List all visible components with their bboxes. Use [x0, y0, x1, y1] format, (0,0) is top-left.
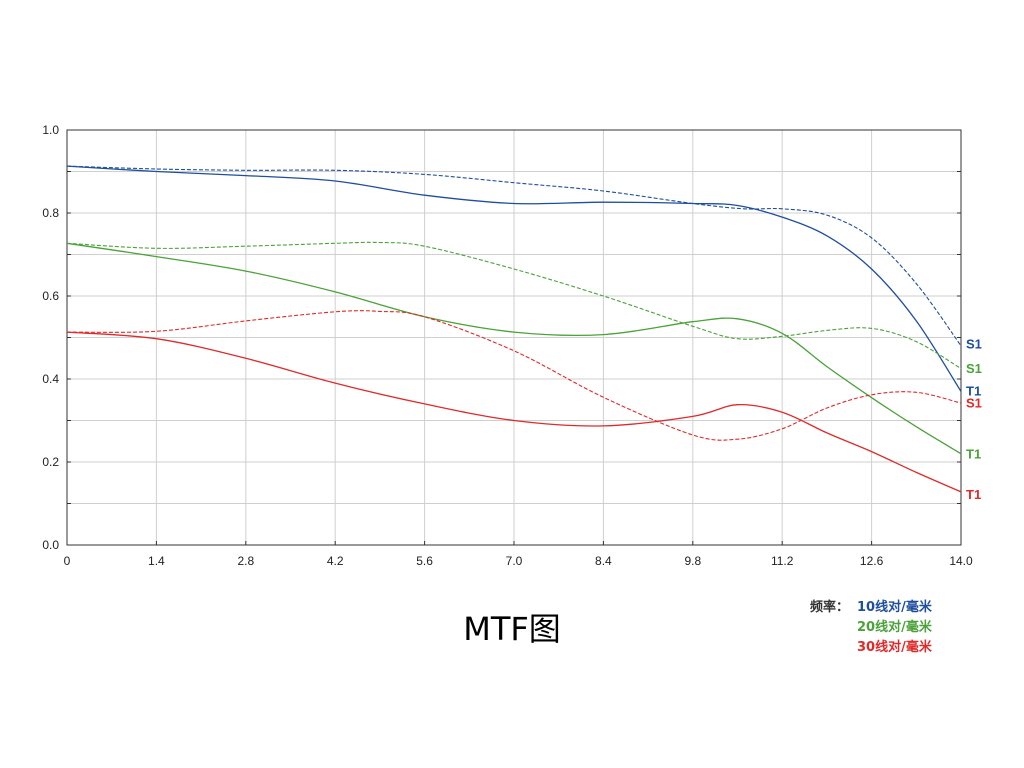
y-tick-label: 0.0 — [42, 538, 59, 552]
x-tick-label: 2.8 — [237, 554, 254, 568]
curve-end-label: T1 — [966, 384, 981, 399]
legend-item-30lp: 30线对/毫米 — [857, 640, 932, 655]
series-lines — [66, 165, 962, 493]
legend-title: 频率： — [810, 600, 850, 615]
legend-item-20lp: 20线对/毫米 — [857, 620, 932, 635]
series-line-s1-dashed — [66, 310, 962, 441]
y-tick-label: 0.6 — [42, 289, 59, 303]
y-tick-label: 1.0 — [42, 123, 59, 137]
series-line-t1-solid — [66, 165, 962, 392]
series-line-t1-solid — [66, 242, 962, 455]
chart-title: MTF图 — [463, 610, 561, 648]
y-tick-label: 0.8 — [42, 206, 59, 220]
y-tick-label: 0.2 — [42, 455, 59, 469]
x-tick-label: 11.2 — [771, 554, 794, 568]
x-tick-label: 7.0 — [506, 554, 523, 568]
x-tick-label: 5.6 — [416, 554, 433, 568]
axis-labels: 0 1.4 2.8 4.2 5.6 7.0 8.4 9.8 11.2 12.6 14.0 0.0 0.2… — [42, 123, 973, 568]
x-tick-label: 4.2 — [327, 554, 344, 568]
x-tick-label: 1.4 — [148, 554, 165, 568]
series-line-s1-dashed — [66, 241, 962, 370]
grid — [66, 129, 962, 546]
x-tick-label: 12.6 — [860, 554, 884, 568]
x-tick-label: 14.0 — [949, 554, 973, 568]
curve-end-label: T1 — [966, 447, 981, 462]
series-line-t1-solid — [66, 331, 962, 493]
curve-end-label: S1 — [966, 396, 982, 411]
x-tick-label: 8.4 — [595, 554, 612, 568]
curve-end-label: S1 — [966, 361, 982, 376]
series-line-s1-dashed — [66, 165, 962, 347]
axis-ticks — [66, 129, 962, 546]
legend-item-10lp: 10线对/毫米 — [857, 600, 932, 615]
curve-end-label: S1 — [966, 337, 982, 352]
x-tick-label: 9.8 — [684, 554, 701, 568]
curve-end-label: T1 — [966, 487, 981, 502]
x-tick-label: 0 — [64, 554, 71, 568]
y-tick-label: 0.4 — [42, 372, 59, 386]
